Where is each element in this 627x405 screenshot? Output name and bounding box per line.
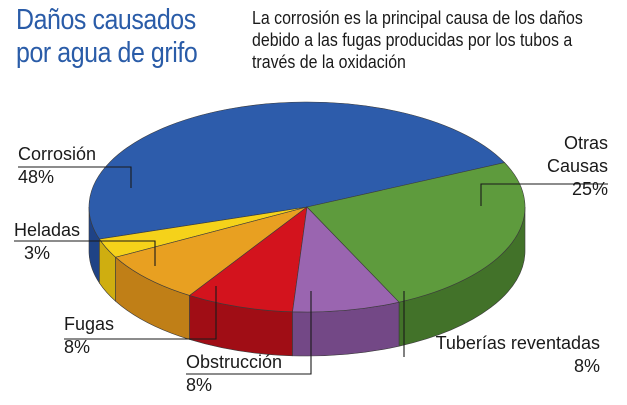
leader-heladas [14,240,156,266]
label-tuberias: Tuberías reventadas 8% [404,332,600,378]
pie-slice-fugas [114,206,308,296]
label-otras-name-2: Causas [546,156,608,176]
label-obstruccion: Obstrucción 8% [186,351,282,397]
pie-slice-obstruccion [188,206,308,313]
pie-slice-tuberias-reventadas [292,206,400,313]
leader-fugas [64,286,217,340]
label-otras-value: 25% [571,179,608,199]
chart-title: Daños causados por agua de grifo [16,4,198,69]
pie-slice-otras-causas [306,162,526,303]
label-corrosion: Corrosión 48% [18,143,96,189]
label-otras-name-1: Otras [563,133,608,153]
label-fugas: Fugas 8% [64,313,114,359]
label-fugas-name: Fugas [64,314,115,334]
label-heladas-name: Heladas [14,220,81,240]
chart-subtitle: La corrosión es la principal causa de lo… [252,7,583,72]
label-obstruccion-name: Obstrucción [186,352,283,372]
label-heladas: Heladas 3% [14,219,80,265]
label-tuberias-value: 8% [573,356,600,376]
label-corrosion-name: Corrosión [18,144,97,164]
leader-obstruccion [186,291,312,375]
label-fugas-value: 8% [64,337,91,357]
label-tuberias-name: Tuberías reventadas [435,333,600,353]
label-corrosion-value: 48% [18,167,55,187]
label-heladas-value: 3% [24,243,51,263]
leader-corrosion [18,166,132,188]
pie-slice-corrosion [88,101,506,240]
label-obstruccion-value: 8% [186,375,213,395]
label-otras: Otras Causas 25% [520,132,608,201]
leader-otras [480,183,608,206]
